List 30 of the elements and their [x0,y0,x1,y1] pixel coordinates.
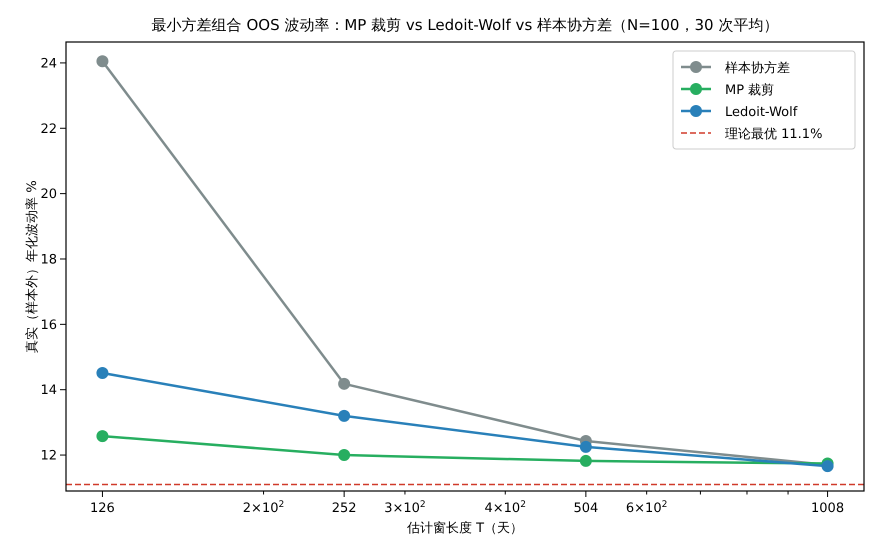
point [580,454,592,467]
chart-title: 最小方差组合 OOS 波动率：MP 裁剪 vs Ledoit-Wolf vs 样本协方差（N=100，30 次平均） [152,16,778,34]
point [338,449,350,462]
y-tick-label: 16 [40,318,57,333]
x-tick-label: 3×10$^{2}$ [384,500,426,516]
x-tick-label: 1008 [811,501,844,516]
y-tick-label: 18 [40,252,57,268]
point [580,440,592,453]
legend-label: Ledoit-Wolf [725,105,798,120]
point [96,55,108,68]
x-tick-label: 252 [332,501,357,516]
legend-label: MP 裁剪 [725,83,774,98]
y-tick-label: 22 [40,122,57,137]
legend-label: 理论最优 11.1% [725,127,822,142]
y-axis-title: 真实（样本外）年化波动率 % [24,180,40,353]
point [96,430,108,442]
x-tick-label: 6×10$^{2}$ [626,500,668,516]
x-tick-label: 504 [573,501,598,516]
legend-label: 样本协方差 [725,60,790,76]
y-tick-label: 24 [40,56,57,72]
x-tick-label: 2×10$^{2}$ [242,500,284,516]
point [338,410,350,422]
y-tick-label: 12 [40,448,57,464]
x-tick-label: 4×10$^{2}$ [484,500,526,516]
x-tick-label: 126 [90,501,115,516]
y-tick-label: 20 [40,187,57,202]
point [96,367,108,380]
x-axis-title: 估计窗长度 T（天） [406,520,524,536]
y-tick-label: 14 [40,383,57,398]
point [338,378,350,390]
